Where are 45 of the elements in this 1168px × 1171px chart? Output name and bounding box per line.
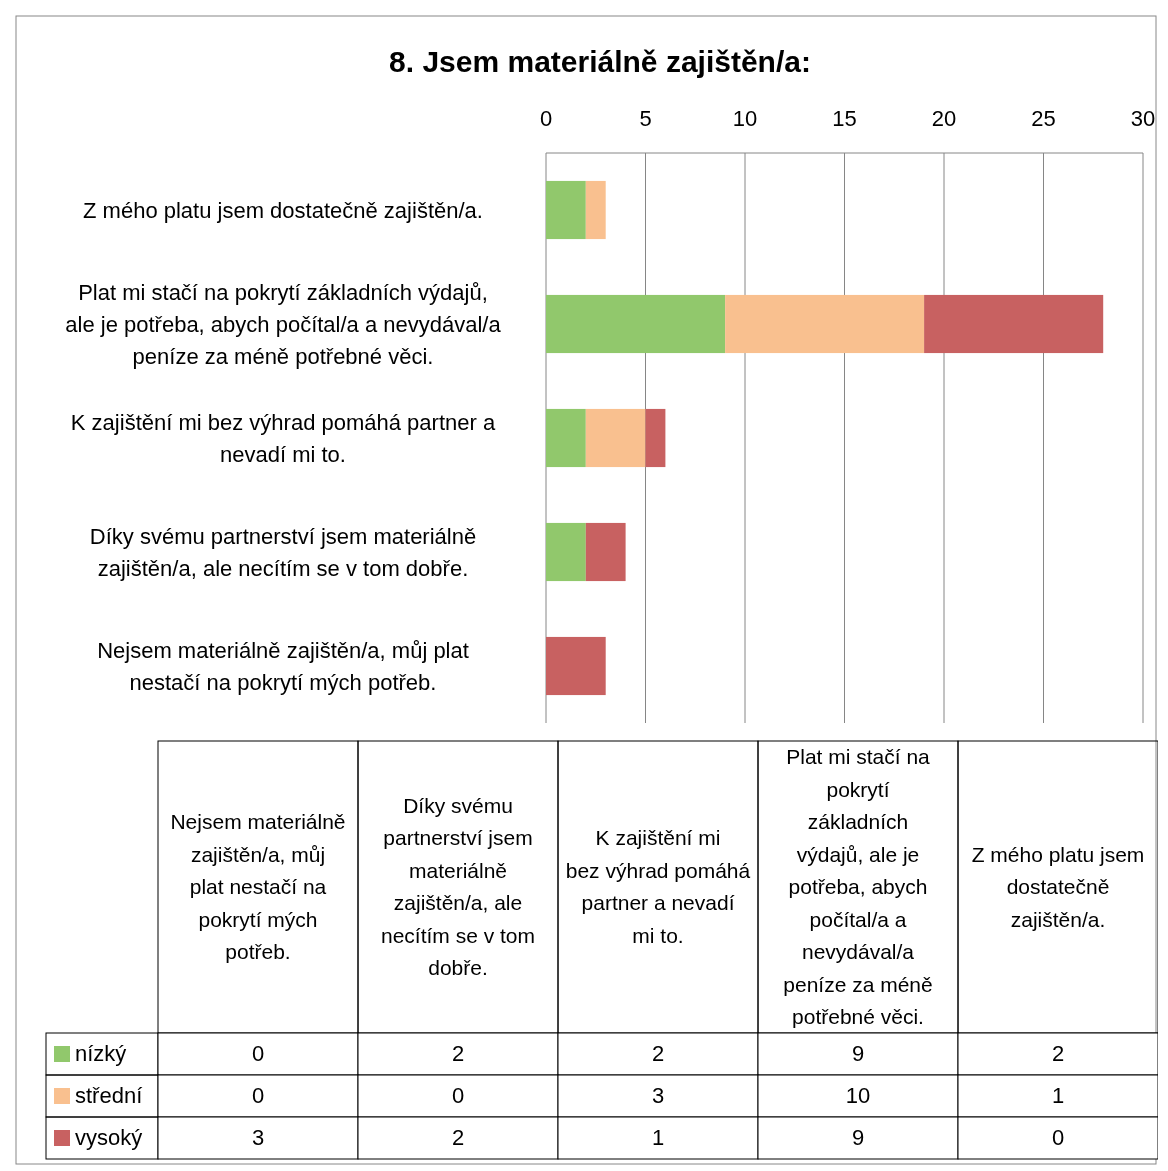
y-tick-label: Plat mi stačí na pokrytí základních výdajů, ale je potřeba, abych počítal/a a nevydával/a peníze za méně potřebné věci. bbox=[65, 280, 502, 369]
bar bbox=[546, 294, 726, 354]
bar bbox=[546, 180, 586, 240]
y-tick-label: Z mého platu jsem dostatečně zajištěn/a. bbox=[83, 198, 483, 223]
bar bbox=[585, 180, 606, 240]
bar bbox=[546, 522, 586, 582]
bar bbox=[924, 294, 1104, 354]
data-label: 0 bbox=[1051, 1125, 1065, 1150]
data-label: 2 bbox=[1051, 1041, 1065, 1066]
data-label: 3 bbox=[251, 1125, 265, 1150]
x-tick-label: 30 bbox=[1130, 106, 1156, 131]
bar bbox=[546, 408, 586, 468]
data-label: 9 bbox=[851, 1041, 865, 1066]
data-label: 1 bbox=[1051, 1083, 1065, 1108]
chart-title: 8. Jsem materiálně zajištěn/a: bbox=[389, 45, 811, 78]
bar bbox=[645, 408, 666, 468]
x-tick-label: 25 bbox=[1031, 106, 1056, 131]
data-label: 0 bbox=[451, 1083, 465, 1108]
data-label: 2 bbox=[451, 1125, 465, 1150]
x-tick-label: 5 bbox=[639, 106, 652, 131]
data-label: 0 bbox=[251, 1083, 265, 1108]
bar bbox=[585, 408, 646, 468]
bar bbox=[725, 294, 925, 354]
data-label: 2 bbox=[651, 1041, 665, 1066]
x-tick-label: 20 bbox=[931, 106, 957, 131]
data-label: 3 bbox=[651, 1083, 665, 1108]
y-tick-label: Díky svému partnerství jsem materiálně zajištěn/a, ale necítím se v tom dobře. bbox=[89, 524, 477, 581]
y-tick-label: nízký bbox=[75, 1041, 127, 1066]
data-label: 0 bbox=[251, 1041, 265, 1066]
y-tick-label: K zajištění mi bez výhrad pomáhá partner a nevadí mi to. bbox=[70, 410, 496, 467]
data-label: 2 bbox=[451, 1041, 465, 1066]
data-label: 1 bbox=[651, 1125, 665, 1150]
x-tick-label: Z mého platu jsem dostatečně zajištěn/a. bbox=[971, 842, 1145, 931]
x-tick-label: K zajištění mi bez výhrad pomáhá partner a nevadí mi to. bbox=[565, 826, 751, 947]
bar bbox=[546, 636, 606, 696]
data-label: 9 bbox=[851, 1125, 865, 1150]
y-tick-label: vysoký bbox=[75, 1125, 143, 1150]
x-tick-label: 15 bbox=[832, 106, 857, 131]
y-tick-label: střední bbox=[75, 1083, 143, 1108]
y-tick-label: Nejsem materiálně zajištěn/a, můj plat nestačí na pokrytí mých potřeb. bbox=[97, 638, 469, 695]
bar bbox=[585, 522, 626, 582]
x-tick-label: 10 bbox=[732, 106, 758, 131]
category-label: Plat mi stačí na pokrytí základních výdajů, ale je potřeba, abych počítal/a a nevydával/a peníze za méně potřebné věci. bbox=[783, 745, 933, 1028]
x-tick-label: 0 bbox=[539, 106, 553, 131]
data-label: 10 bbox=[845, 1083, 871, 1108]
